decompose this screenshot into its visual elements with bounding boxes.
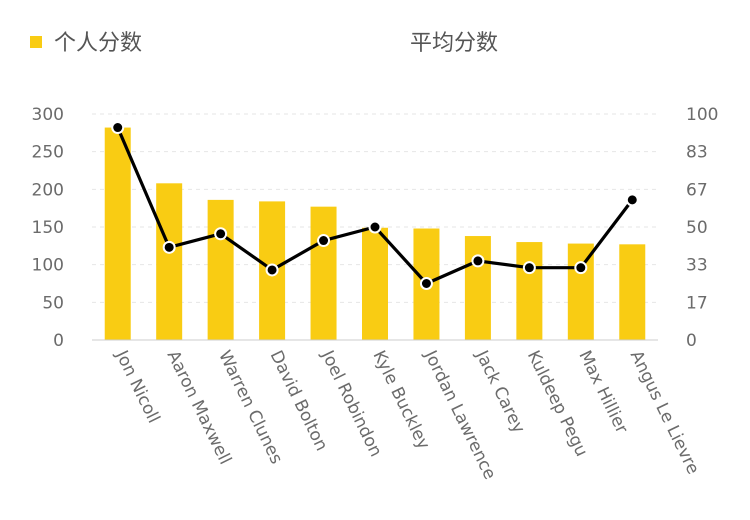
category-label: Angus Le Lievre	[626, 347, 703, 477]
legend-label-average-score: 平均分数	[410, 31, 498, 56]
left-y-axis: 0 50 100 150 200 250 300	[32, 105, 64, 351]
bar	[362, 227, 388, 340]
line-point	[317, 234, 331, 248]
left-tick-label: 100	[32, 256, 64, 276]
bar	[619, 244, 646, 340]
line-point	[162, 240, 176, 254]
legend: 个人分数 平均分数	[30, 31, 498, 56]
line-point	[265, 263, 279, 277]
right-y-axis: 0 17 33 50 67 83 100	[686, 105, 718, 351]
line-point	[625, 193, 639, 207]
right-tick-label: 17	[686, 293, 708, 313]
left-tick-label: 200	[32, 180, 64, 200]
bar	[516, 242, 543, 340]
legend-swatch-individual-score	[30, 36, 42, 48]
legend-label-individual-score: 个人分数	[54, 31, 142, 56]
bar	[156, 183, 183, 340]
bar	[207, 199, 234, 340]
line-point	[214, 227, 228, 241]
right-tick-label: 83	[686, 143, 708, 163]
bar	[464, 236, 491, 340]
line-point	[419, 277, 433, 290]
right-tick-label: 100	[686, 105, 718, 125]
right-tick-label: 0	[686, 331, 697, 351]
right-tick-label: 67	[686, 180, 708, 200]
bar	[310, 206, 337, 340]
bar	[567, 243, 594, 340]
line-point	[368, 220, 382, 234]
line-point	[471, 254, 485, 268]
line-point	[522, 261, 536, 275]
left-tick-label: 50	[42, 293, 64, 313]
line-point	[111, 121, 125, 135]
bar	[104, 127, 131, 340]
bar-series	[104, 127, 646, 340]
line-series	[111, 121, 639, 290]
left-tick-label: 0	[53, 331, 64, 351]
left-tick-label: 250	[32, 143, 64, 163]
left-tick-label: 300	[32, 105, 64, 125]
right-tick-label: 50	[686, 218, 708, 238]
left-tick-label: 150	[32, 218, 64, 238]
category-label: Jon Nicoll	[111, 347, 164, 427]
line-point	[574, 261, 588, 275]
category-label: Max Hillier	[574, 347, 631, 436]
category-label: Jack Carey	[471, 347, 529, 437]
right-tick-label: 33	[686, 256, 708, 276]
